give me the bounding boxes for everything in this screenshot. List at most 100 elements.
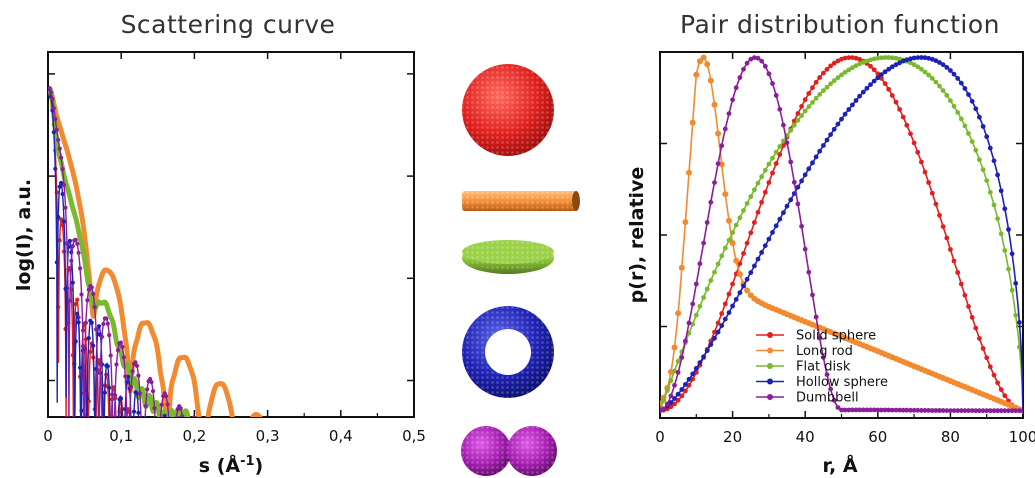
- left-point-dumbbell: [233, 422, 237, 426]
- left-point-dumbbell: [269, 422, 273, 426]
- right-point-hollow: [984, 134, 990, 140]
- left-point-solid: [373, 422, 377, 426]
- right-point-dumbbell: [850, 407, 855, 413]
- left-point-dumbbell: [89, 285, 94, 290]
- right-point-disk: [664, 388, 670, 393]
- left-point-hollow: [234, 422, 238, 426]
- left-point-dumbbell: [351, 422, 355, 426]
- left-point-hollow: [198, 422, 202, 426]
- left-point-dumbbell: [392, 422, 396, 426]
- right-point-disk: [842, 69, 848, 75]
- right-point-solid: [766, 180, 772, 185]
- left-point-dumbbell: [243, 422, 247, 426]
- left-point-dumbbell: [206, 422, 210, 426]
- left-point-dumbbell: [295, 422, 299, 426]
- left-point-hollow: [57, 184, 62, 189]
- right-point-rod: [700, 54, 707, 61]
- right-point-solid: [889, 93, 895, 98]
- right-point-solid: [904, 122, 910, 128]
- left-point-solid: [154, 422, 158, 426]
- left-point-solid: [109, 422, 113, 426]
- left-point-hollow: [409, 422, 413, 426]
- left-point-solid: [322, 422, 326, 426]
- left-point-dumbbell: [123, 374, 128, 379]
- left-point-hollow: [352, 422, 356, 426]
- left-point-hollow: [61, 219, 67, 224]
- right-point-disk: [697, 303, 703, 309]
- left-point-solid: [139, 422, 143, 426]
- left-point-solid: [402, 422, 406, 426]
- left-point-dumbbell: [118, 340, 123, 345]
- legend-marker-disk: [767, 363, 773, 369]
- left-point-hollow: [304, 422, 308, 426]
- left-point-solid: [394, 422, 398, 426]
- left-point-dumbbell: [322, 422, 326, 426]
- left-point-hollow: [281, 422, 285, 426]
- right-point-dumbbell: [915, 407, 921, 413]
- left-point-solid: [196, 422, 200, 426]
- left-point-hollow: [238, 422, 242, 426]
- left-point-solid: [281, 422, 285, 426]
- left-point-hollow: [157, 422, 161, 426]
- right-point-solid: [759, 199, 764, 205]
- right-point-solid: [969, 315, 975, 320]
- left-point-hollow: [378, 422, 382, 426]
- left-point-dumbbell: [56, 137, 61, 142]
- left-point-hollow: [158, 422, 162, 426]
- right-point-disk: [821, 88, 826, 94]
- right-point-disk: [922, 69, 928, 75]
- right-point-hollow: [722, 316, 728, 322]
- right-point-solid: [922, 169, 928, 175]
- left-point-hollow: [142, 422, 146, 426]
- left-point-solid: [346, 422, 350, 426]
- right-point-hollow: [715, 329, 721, 335]
- left-point-hollow: [410, 422, 414, 426]
- right-point-solid: [973, 325, 979, 331]
- left-point-dumbbell: [97, 422, 101, 426]
- right-point-hollow: [744, 276, 750, 282]
- left-point-solid: [135, 422, 139, 426]
- left-point-solid: [310, 422, 314, 426]
- right-point-hollow: [977, 114, 982, 120]
- left-point-dumbbell: [265, 422, 269, 426]
- right-point-hollow: [795, 184, 801, 190]
- left-point-hollow: [53, 166, 58, 171]
- left-point-solid: [377, 422, 381, 426]
- left-point-solid: [333, 422, 337, 426]
- right-point-disk: [701, 295, 706, 300]
- left-point-hollow: [271, 422, 275, 426]
- legend-label-solid: Solid sphere: [796, 329, 876, 344]
- left-point-dumbbell: [374, 422, 378, 426]
- left-point-solid: [166, 422, 170, 426]
- left-point-solid: [380, 422, 384, 426]
- left-point-hollow: [298, 422, 302, 426]
- right-point-dumbbell: [791, 179, 797, 185]
- right-point-dumbbell: [897, 407, 902, 413]
- right-point-solid: [846, 55, 852, 60]
- left-point-hollow: [244, 422, 248, 426]
- right-point-solid: [839, 56, 844, 62]
- left-point-dumbbell: [324, 422, 328, 426]
- left-point-dumbbell: [389, 422, 393, 426]
- left-point-hollow: [199, 422, 203, 426]
- left-point-solid: [306, 422, 310, 426]
- right-point-disk: [915, 64, 921, 70]
- left-point-solid: [400, 422, 404, 426]
- left-point-hollow: [91, 343, 96, 348]
- right-point-dumbbell: [991, 408, 997, 414]
- left-point-solid: [158, 422, 162, 426]
- left-point-solid: [94, 421, 98, 425]
- right-point-rod: [729, 240, 736, 246]
- left-point-hollow: [249, 422, 253, 426]
- left-point-hollow: [273, 422, 277, 426]
- right-point-disk: [857, 61, 862, 67]
- left-point-solid: [295, 422, 299, 426]
- left-point-solid: [374, 422, 378, 426]
- right-point-disk: [781, 138, 786, 144]
- left-point-dumbbell: [408, 422, 412, 426]
- right-point-disk: [788, 127, 794, 133]
- right-point-disk: [846, 67, 852, 73]
- left-point-solid: [323, 422, 327, 426]
- left-point-dumbbell: [368, 422, 372, 426]
- left-point-dumbbell: [180, 414, 185, 417]
